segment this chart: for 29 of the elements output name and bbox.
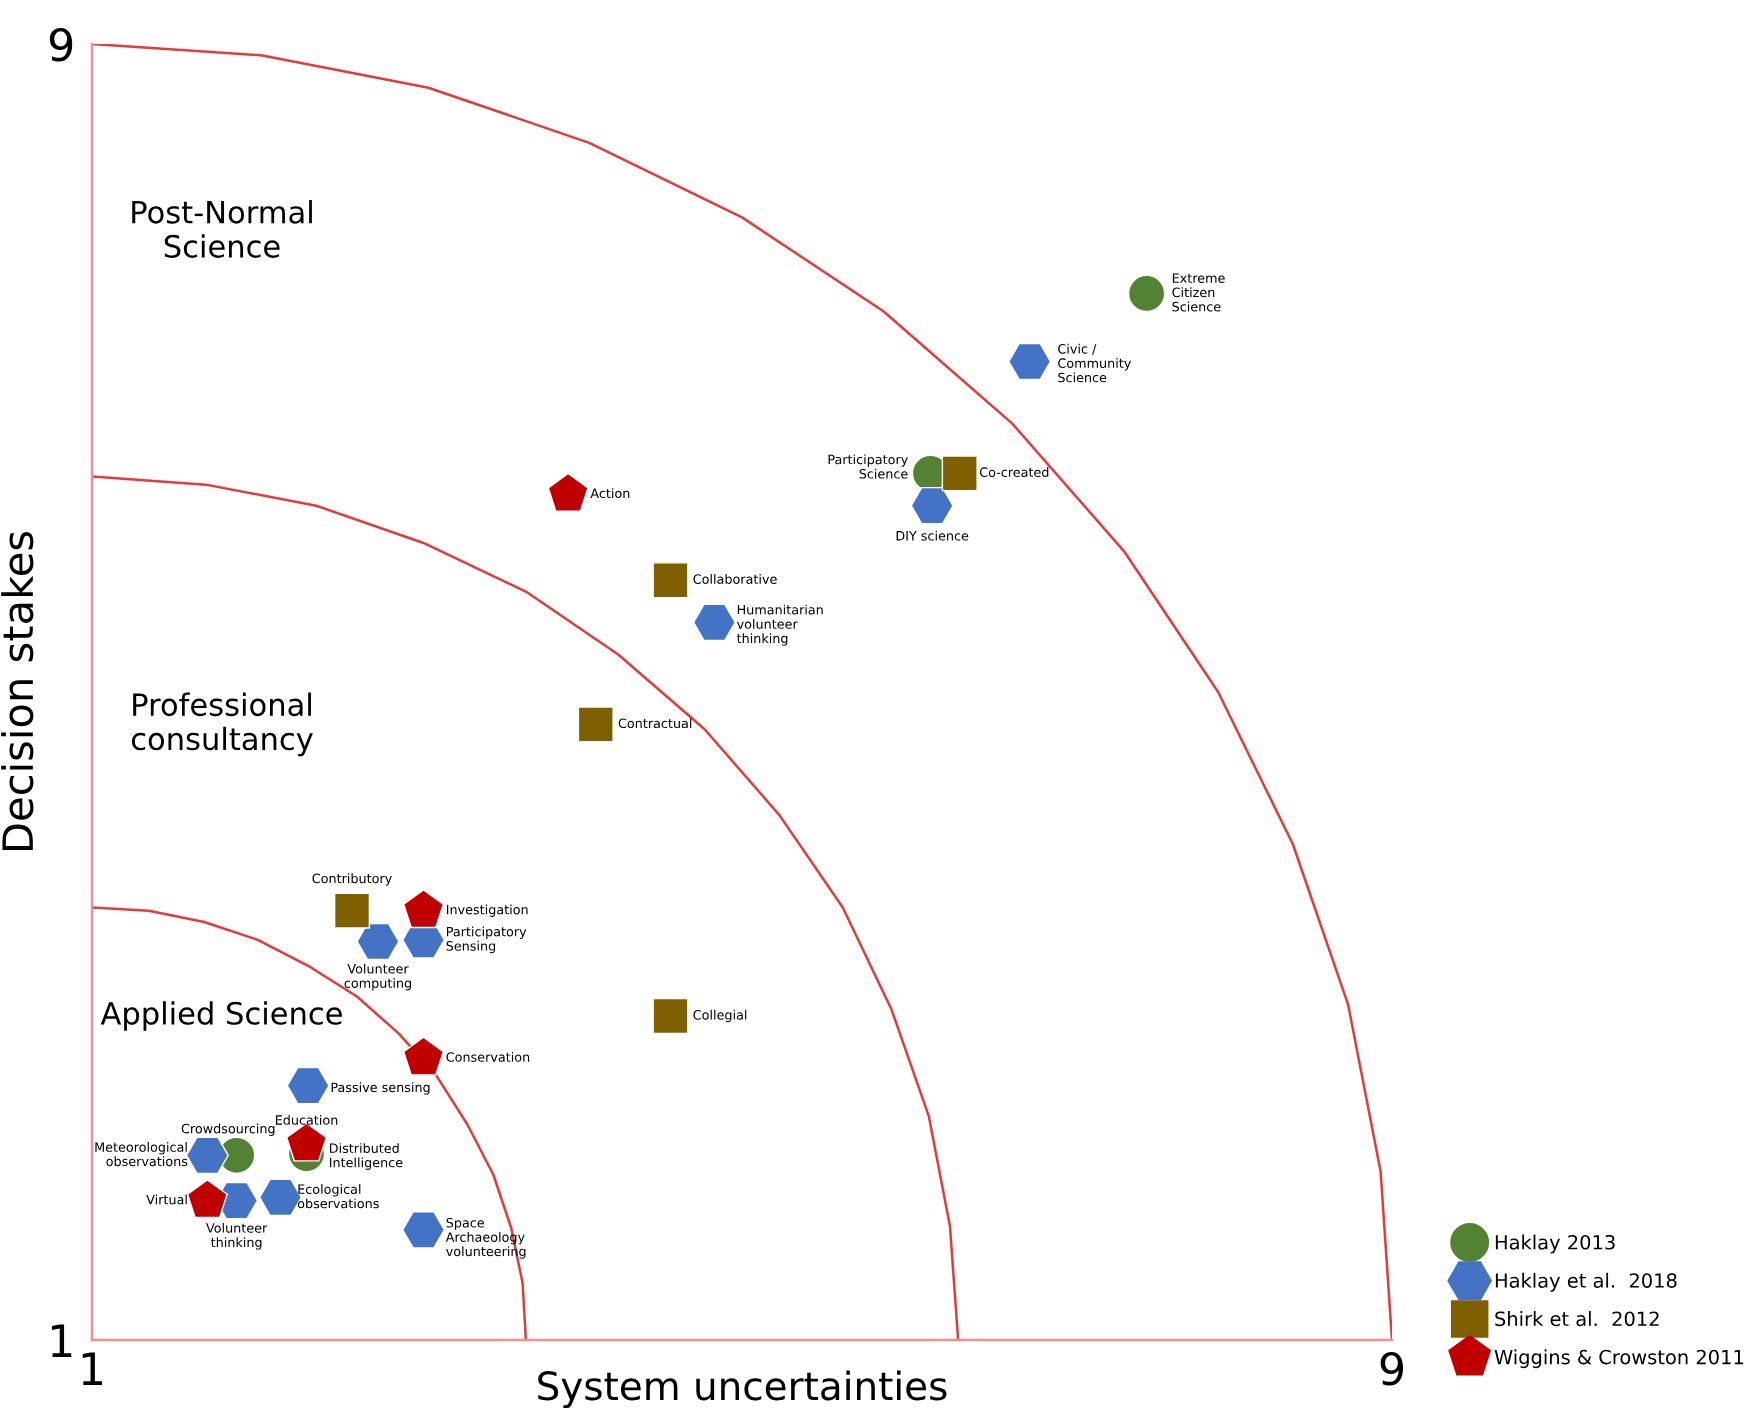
point <box>402 1036 445 1076</box>
annotation: Post-Normal Science <box>132 200 312 258</box>
point <box>1127 274 1166 313</box>
annotation: Applied Science <box>100 1001 342 1031</box>
point <box>910 486 954 525</box>
point <box>356 922 400 961</box>
annotation: Professional consultancy <box>131 692 313 757</box>
point <box>652 562 689 599</box>
y-axis-title: Decision stakes <box>1 531 34 850</box>
point <box>941 455 978 492</box>
point <box>692 603 736 642</box>
point <box>185 1136 229 1175</box>
legend-label: Shirk et al. 2012 <box>1495 1311 1659 1327</box>
point <box>186 1179 228 1219</box>
legend-label: Haklay et al. 2018 <box>1495 1272 1677 1292</box>
legend-label: Wiggins & Crowston 2011 <box>1494 1349 1744 1369</box>
point <box>577 706 614 743</box>
point <box>652 997 689 1035</box>
legend-label: Haklay 2013 <box>1495 1234 1615 1254</box>
point <box>401 1211 446 1249</box>
line-series <box>92 906 528 1340</box>
line-series <box>92 44 1392 1340</box>
point <box>285 1122 328 1162</box>
point <box>1008 342 1052 381</box>
point <box>333 892 371 929</box>
point <box>547 472 589 512</box>
x-axis-title: System uncertainties <box>538 1370 947 1408</box>
point <box>402 889 445 929</box>
point <box>286 1066 330 1105</box>
